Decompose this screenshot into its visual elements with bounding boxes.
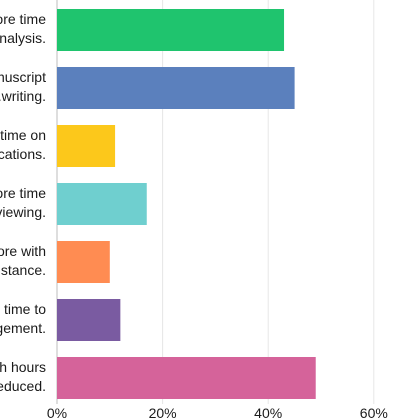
x-axis-ticks: 0% 20% 40% 60% (47, 405, 388, 420)
x-tick-label: 60% (360, 405, 388, 420)
x-tick-label: 20% (149, 405, 177, 420)
bar-1 (57, 9, 285, 51)
category-label: ...h hours (0, 359, 46, 375)
category-label: ...viewing. (0, 204, 46, 220)
category-label: ... time to (0, 301, 46, 317)
category-label: ...educed. (0, 378, 46, 394)
bar-6 (57, 299, 121, 341)
category-label: ...gement. (0, 320, 46, 336)
category-label: ...ore time (0, 11, 46, 27)
category-label: ...stance. (0, 262, 46, 278)
category-label: ...ore with (0, 243, 46, 259)
bars (57, 9, 316, 399)
x-tick-label: 0% (47, 405, 67, 420)
category-labels: ...ore time ...nalysis. ...nuscript ...writ… (0, 11, 46, 394)
category-label: ...ore time (0, 185, 46, 201)
bar-3 (57, 125, 116, 167)
bar-4 (57, 183, 147, 225)
bar-7 (57, 357, 316, 399)
category-label: ...writing. (0, 88, 46, 104)
bar-5 (57, 241, 110, 283)
category-label: ...nalysis. (0, 30, 46, 46)
x-tick-label: 40% (254, 405, 282, 420)
bar-2 (57, 67, 295, 109)
category-label: ...time on (0, 127, 46, 143)
category-label: ...nuscript (0, 69, 46, 85)
category-label: ...cations. (0, 146, 46, 162)
